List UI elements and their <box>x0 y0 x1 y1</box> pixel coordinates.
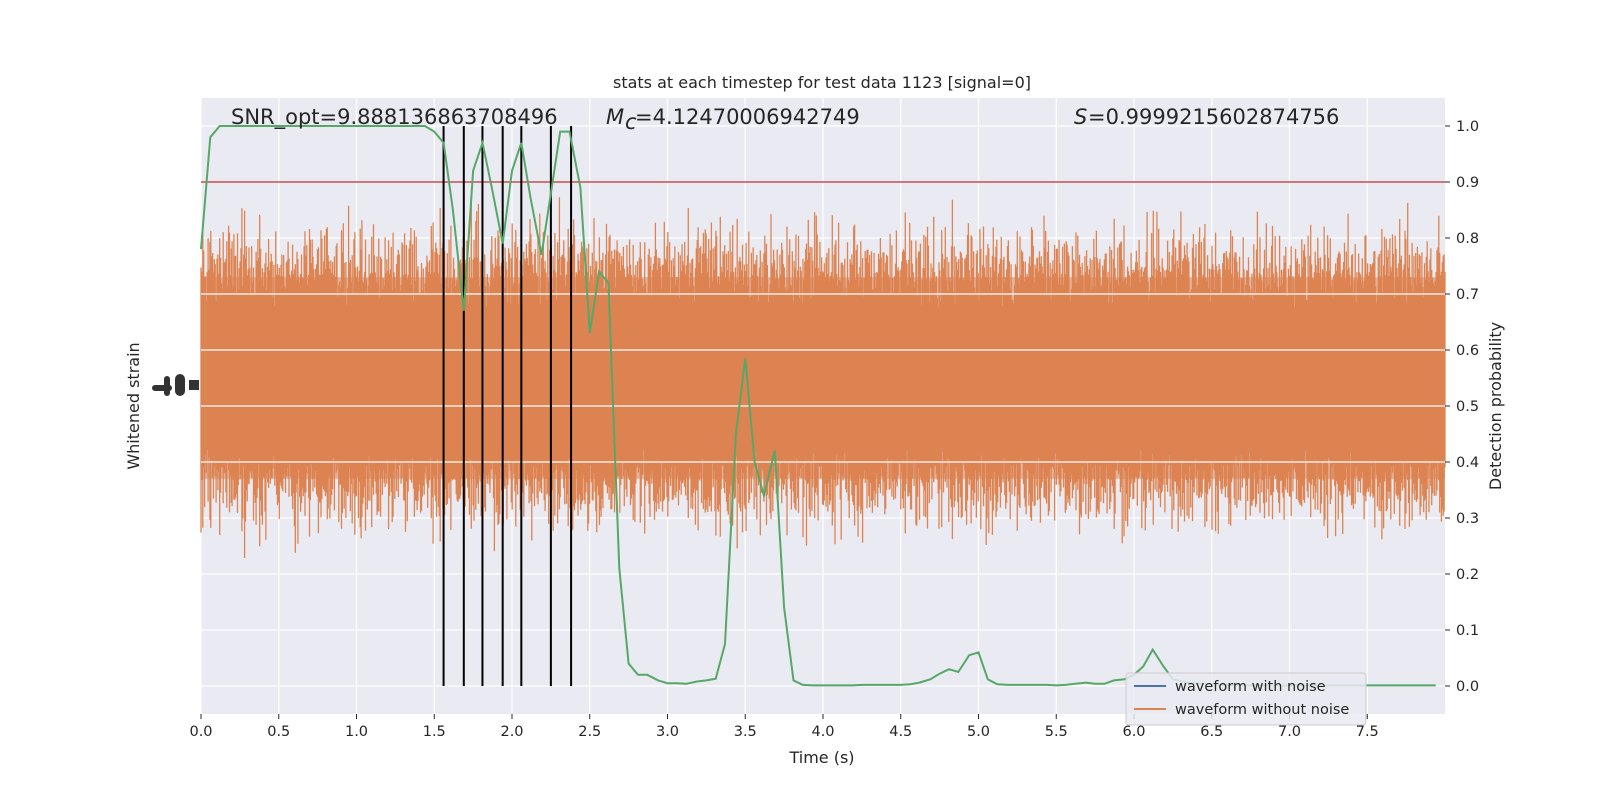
x-tick-label: 1.5 <box>423 724 446 740</box>
svg-text:c: c <box>625 110 637 134</box>
y-axis-label-left: Whitened strain <box>124 342 143 469</box>
x-tick-labels: 0.0 0.5 1.0 1.5 2.0 2.5 3.0 3.5 4.0 4.5 5.0 5.5 6.0 6… <box>189 714 1379 740</box>
s-value: =0.9999215602874756 <box>1088 105 1339 129</box>
x-axis-label: Time (s) <box>788 748 854 767</box>
y-right-tick-label: 0.9 <box>1456 175 1479 191</box>
legend-label-with-noise: waveform with noise <box>1175 679 1326 695</box>
y-right-tick-label: 0.5 <box>1456 399 1479 415</box>
x-tick-label: 2.0 <box>500 724 523 740</box>
y-right-tick-label: 1.0 <box>1456 119 1479 135</box>
x-tick-label: 6.0 <box>1122 724 1145 740</box>
left-axis-artifact <box>152 374 199 396</box>
y-right-tick-label: 0.7 <box>1456 287 1479 303</box>
event-marker-group <box>442 126 573 686</box>
y-right-tick-label: 0.8 <box>1456 231 1479 247</box>
x-tick-label: 5.5 <box>1045 724 1068 740</box>
x-tick-label: 4.5 <box>889 724 912 740</box>
legend-box <box>1125 672 1367 726</box>
y-right-tick-label: 0.2 <box>1456 567 1479 583</box>
x-tick-label: 7.0 <box>1278 724 1301 740</box>
s-annotation: S =0.9999215602874756 <box>1074 105 1339 129</box>
x-tick-label: 0.0 <box>189 724 212 740</box>
snr-annotation: SNR_opt=9.888136863708496 <box>231 105 558 130</box>
strain-noise-core <box>201 277 1445 479</box>
y-right-tick-label: 0.3 <box>1456 511 1479 527</box>
y-right-tick-label: 0.4 <box>1456 455 1479 471</box>
chirp-mass-value: =4.12470006942749 <box>635 105 860 129</box>
y-right-tick-label: 0.0 <box>1456 679 1479 695</box>
chirp-mass-annotation: M c =4.12470006942749 <box>606 105 860 134</box>
x-tick-label: 0.5 <box>267 724 290 740</box>
x-tick-label: 2.5 <box>578 724 601 740</box>
y-axis-label-right: Detection probability <box>1486 322 1505 490</box>
x-tick-label: 6.5 <box>1200 724 1223 740</box>
legend: waveform with noise waveform without noi… <box>1125 672 1367 726</box>
chart-title: stats at each timestep for test data 112… <box>613 73 1031 92</box>
x-tick-label: 3.5 <box>734 724 757 740</box>
y-right-tick-label: 0.1 <box>1456 623 1479 639</box>
svg-text:M: M <box>606 105 624 129</box>
svg-text:S: S <box>1074 105 1087 129</box>
x-tick-label: 4.0 <box>811 724 834 740</box>
whitened-strain-noise <box>200 197 1446 558</box>
x-tick-label: 3.0 <box>656 724 679 740</box>
x-tick-label: 7.5 <box>1356 724 1379 740</box>
x-tick-label: 1.0 <box>345 724 368 740</box>
y-right-tick-labels: 0.0 0.1 0.2 0.3 0.4 0.5 0.6 0.7 0.8 0.9 1.0 <box>1445 119 1479 695</box>
legend-label-without-noise: waveform without noise <box>1175 702 1349 718</box>
y-right-tick-label: 0.6 <box>1456 343 1479 359</box>
x-tick-label: 5.0 <box>967 724 990 740</box>
